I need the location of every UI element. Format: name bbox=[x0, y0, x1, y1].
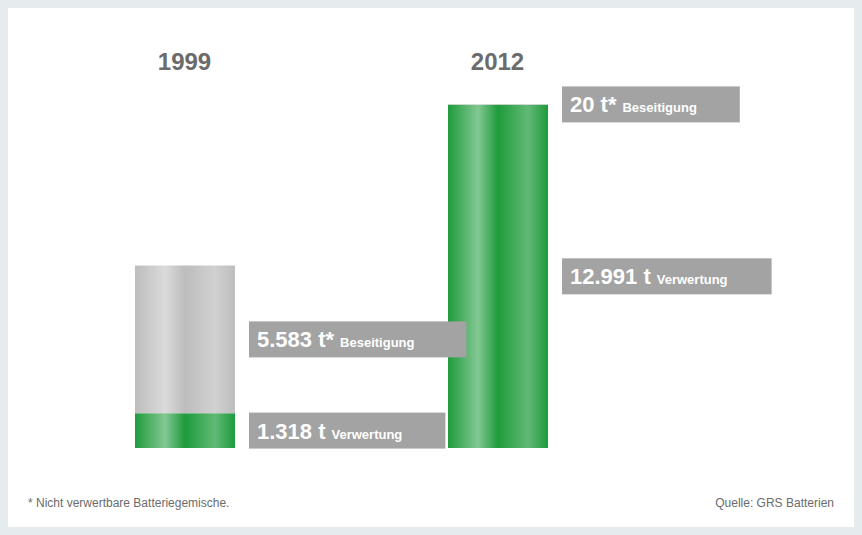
html-text:* Nicht verwertbare Batteriege: * Nicht verwertbare Batteriegemische. bbox=[28, 496, 230, 510]
svg-text:1.318 tVerwertung: 1.318 tVerwertung bbox=[257, 419, 402, 444]
svg-text:5.583 t*Beseitigung: 5.583 t*Beseitigung bbox=[257, 327, 415, 352]
svg-text:1999: 1999 bbox=[158, 48, 211, 75]
html-text:Quelle: GRS Batterien: Quelle: GRS Batterien bbox=[715, 496, 834, 510]
svg-text:20 t*Beseitigung: 20 t*Beseitigung bbox=[570, 92, 697, 117]
svg-text:2012: 2012 bbox=[471, 48, 524, 75]
svg-text:12.991 tVerwertung: 12.991 tVerwertung bbox=[570, 264, 728, 289]
